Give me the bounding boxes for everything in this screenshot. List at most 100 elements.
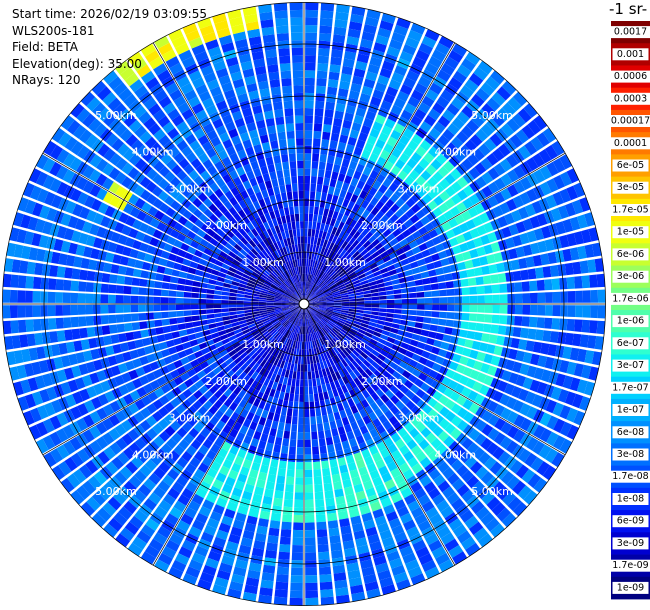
sweep-gate [379, 529, 393, 541]
sweep-gate [166, 236, 177, 246]
sweep-gate [196, 244, 206, 253]
sweep-gate [355, 490, 367, 501]
sweep-gate [238, 371, 247, 380]
sweep-gate [378, 312, 387, 317]
sweep-gate [481, 423, 494, 437]
sweep-gate [505, 359, 515, 371]
sweep-gate [146, 193, 158, 205]
sweep-gate [390, 492, 403, 504]
sweep-gate [326, 406, 333, 415]
sweep-gate [118, 506, 133, 520]
sweep-gate [341, 214, 349, 224]
sweep-gate [240, 259, 249, 267]
sweep-gate [222, 320, 232, 326]
sweep-gate [320, 283, 328, 290]
sweep-gate [168, 290, 177, 297]
sweep-gate [339, 288, 347, 293]
sweep-gate [191, 310, 199, 316]
sweep-gate [559, 188, 571, 203]
sweep-gate [262, 34, 276, 44]
sweep-gate [263, 238, 270, 247]
sweep-gate [407, 566, 423, 579]
sweep-gate [214, 454, 225, 465]
sweep-gate [366, 135, 377, 146]
sweep-gate [260, 19, 274, 29]
sweep-gate [317, 270, 323, 278]
sweep-gate [100, 315, 109, 325]
sweep-gate [398, 223, 408, 233]
sweep-gate [381, 125, 393, 136]
sweep-gate [344, 423, 353, 433]
sweep-gate [291, 244, 296, 253]
sweep-gate [64, 136, 78, 151]
sweep-gate [276, 33, 289, 42]
sweep-gate [237, 448, 247, 459]
sweep-gate [280, 239, 286, 248]
sweep-gate [135, 366, 146, 377]
sweep-gate [253, 354, 262, 363]
sweep-gate [383, 454, 394, 465]
sweep-gate [306, 341, 309, 350]
sweep-gate [519, 363, 530, 376]
sweep-gate [424, 291, 432, 298]
sweep-gate [289, 277, 294, 285]
sweep-gate [380, 237, 390, 246]
sweep-gate [168, 29, 184, 42]
sweep-gate [273, 186, 280, 195]
sweep-gate [261, 317, 270, 323]
sweep-gate [414, 347, 424, 356]
sweep-gate [281, 299, 290, 302]
sweep-gate [428, 369, 439, 379]
sweep-gate [20, 214, 32, 229]
sweep-gate [143, 117, 157, 130]
sweep-gate [163, 243, 173, 253]
sweep-gate [454, 288, 463, 296]
sweep-gate [225, 434, 235, 445]
sweep-gate [395, 366, 405, 375]
sweep-gate [273, 305, 282, 307]
sweep-gate [368, 353, 377, 361]
sweep-gate [494, 418, 506, 431]
sweep-gate [310, 424, 317, 432]
sweep-gate [323, 247, 329, 256]
sweep-gate [454, 304, 463, 312]
sweep-gate [410, 203, 421, 214]
sweep-gate [238, 399, 247, 409]
sweep-gate [200, 347, 210, 355]
sweep-gate [388, 375, 398, 385]
sweep-gate [296, 251, 300, 260]
sweep-gate [326, 333, 333, 341]
sweep-gate [264, 323, 273, 329]
sweep-gate [237, 505, 249, 515]
colorbar-tick-box [612, 270, 649, 283]
sweep-gate [407, 500, 420, 512]
sweep-gate [301, 349, 304, 357]
sweep-gate [336, 386, 344, 396]
sweep-gate [552, 158, 566, 173]
sweep-gate [579, 334, 589, 348]
sweep-gate [596, 273, 606, 288]
sweep-gate [497, 325, 507, 335]
sweep-gate [426, 386, 437, 397]
sweep-gate [290, 347, 295, 356]
sweep-gate [464, 515, 479, 529]
sweep-gate [461, 313, 470, 321]
sweep-gate [494, 367, 505, 379]
sweep-gate [290, 260, 295, 269]
sweep-gate [384, 188, 394, 199]
sweep-gate [381, 330, 390, 337]
sweep-gate [411, 405, 422, 416]
sweep-gate [475, 322, 484, 332]
sweep-gate [206, 467, 218, 479]
sweep-gate [385, 285, 394, 291]
sweep-gate [405, 249, 414, 258]
sweep-gate [56, 428, 69, 443]
sweep-gate [198, 444, 209, 456]
sweep-gate [404, 269, 414, 277]
sweep-gate [240, 325, 249, 332]
sweep-gate [541, 369, 552, 383]
sweep-gate [64, 267, 73, 279]
sweep-gate [306, 289, 311, 298]
sweep-gate [206, 228, 216, 238]
sweep-gate [475, 466, 489, 480]
